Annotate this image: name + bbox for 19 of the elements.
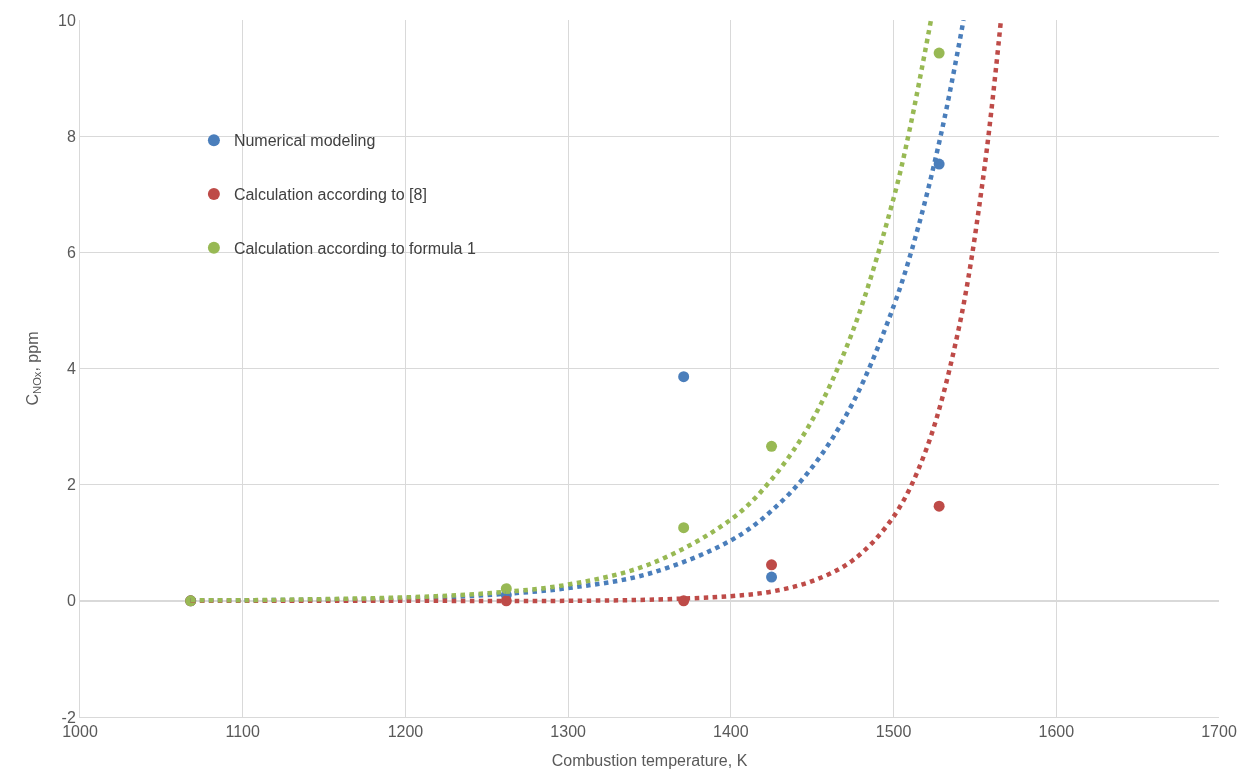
x-tick-label: 1500 xyxy=(875,723,912,741)
x-tick-label: 1600 xyxy=(1038,723,1075,741)
legend-label: Calculation according to [8] xyxy=(233,186,427,204)
x-tick-label: 1200 xyxy=(387,723,424,741)
x-axis-title: Combustion temperature, K xyxy=(551,751,748,769)
y-tick-label: 2 xyxy=(66,476,76,494)
y-tick-label: 6 xyxy=(66,243,76,261)
x-tick-label: 1400 xyxy=(713,723,749,741)
y-tick-label: 0 xyxy=(66,592,76,610)
x-tick-label: 1300 xyxy=(550,723,587,741)
x-tick-label: 1700 xyxy=(1201,723,1237,741)
legend-label: Calculation according to formula 1 xyxy=(233,239,476,257)
x-tick-label: 1100 xyxy=(225,723,261,741)
legend-label: Numerical modeling xyxy=(233,132,376,150)
y-tick-label: -2 xyxy=(61,708,76,726)
x-tick-label: 1000 xyxy=(62,723,98,741)
y-tick-label: 8 xyxy=(66,127,76,145)
y-tick-label: 10 xyxy=(58,11,76,29)
y-tick-label: 4 xyxy=(66,360,76,378)
